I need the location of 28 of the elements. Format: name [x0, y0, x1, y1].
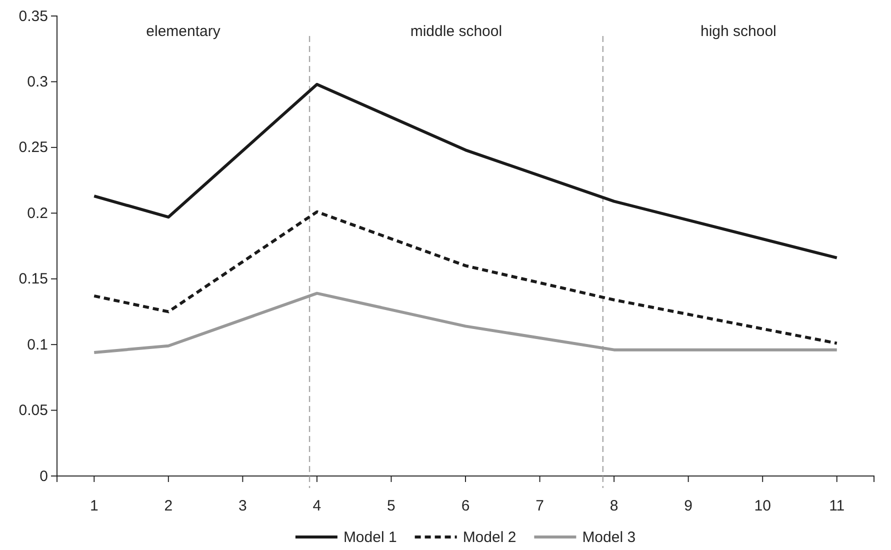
legend-label: Model 2 [462, 529, 516, 546]
line-series [92, 82, 838, 260]
annotation: middle school [410, 23, 502, 40]
y-tick-label: 0.1 [27, 336, 48, 354]
legend-label: Model 1 [343, 529, 397, 546]
annotation: elementary [146, 23, 221, 40]
x-tick-label: 9 [684, 498, 692, 515]
x-tick-label: 3 [238, 498, 247, 515]
x-tick-label: 5 [387, 498, 396, 515]
y-tick-label: 0.3 [27, 74, 48, 91]
x-tick-label: 7 [536, 498, 544, 515]
legend-label: Model 3 [582, 529, 636, 546]
x-tick-label: 6 [461, 498, 470, 515]
x-tick-label: 10 [754, 498, 771, 515]
x-tick-label: 2 [164, 498, 173, 515]
y-tick-label: 0.25 [18, 139, 48, 156]
y-tick-label: 0.05 [18, 402, 48, 420]
x-tick-label: 11 [829, 498, 845, 515]
line-series [92, 292, 838, 354]
x-tick-label: 8 [610, 498, 618, 515]
line-series [92, 210, 838, 345]
y-tick-label: 0.35 [18, 8, 48, 25]
x-tick-label: 1 [90, 498, 98, 515]
y-tick-label: 0.15 [18, 270, 48, 288]
y-tick-label: 0 [40, 468, 48, 485]
annotation: high school [700, 23, 776, 40]
y-tick-label: 0.2 [27, 204, 48, 222]
x-tick-label: 4 [312, 498, 322, 515]
